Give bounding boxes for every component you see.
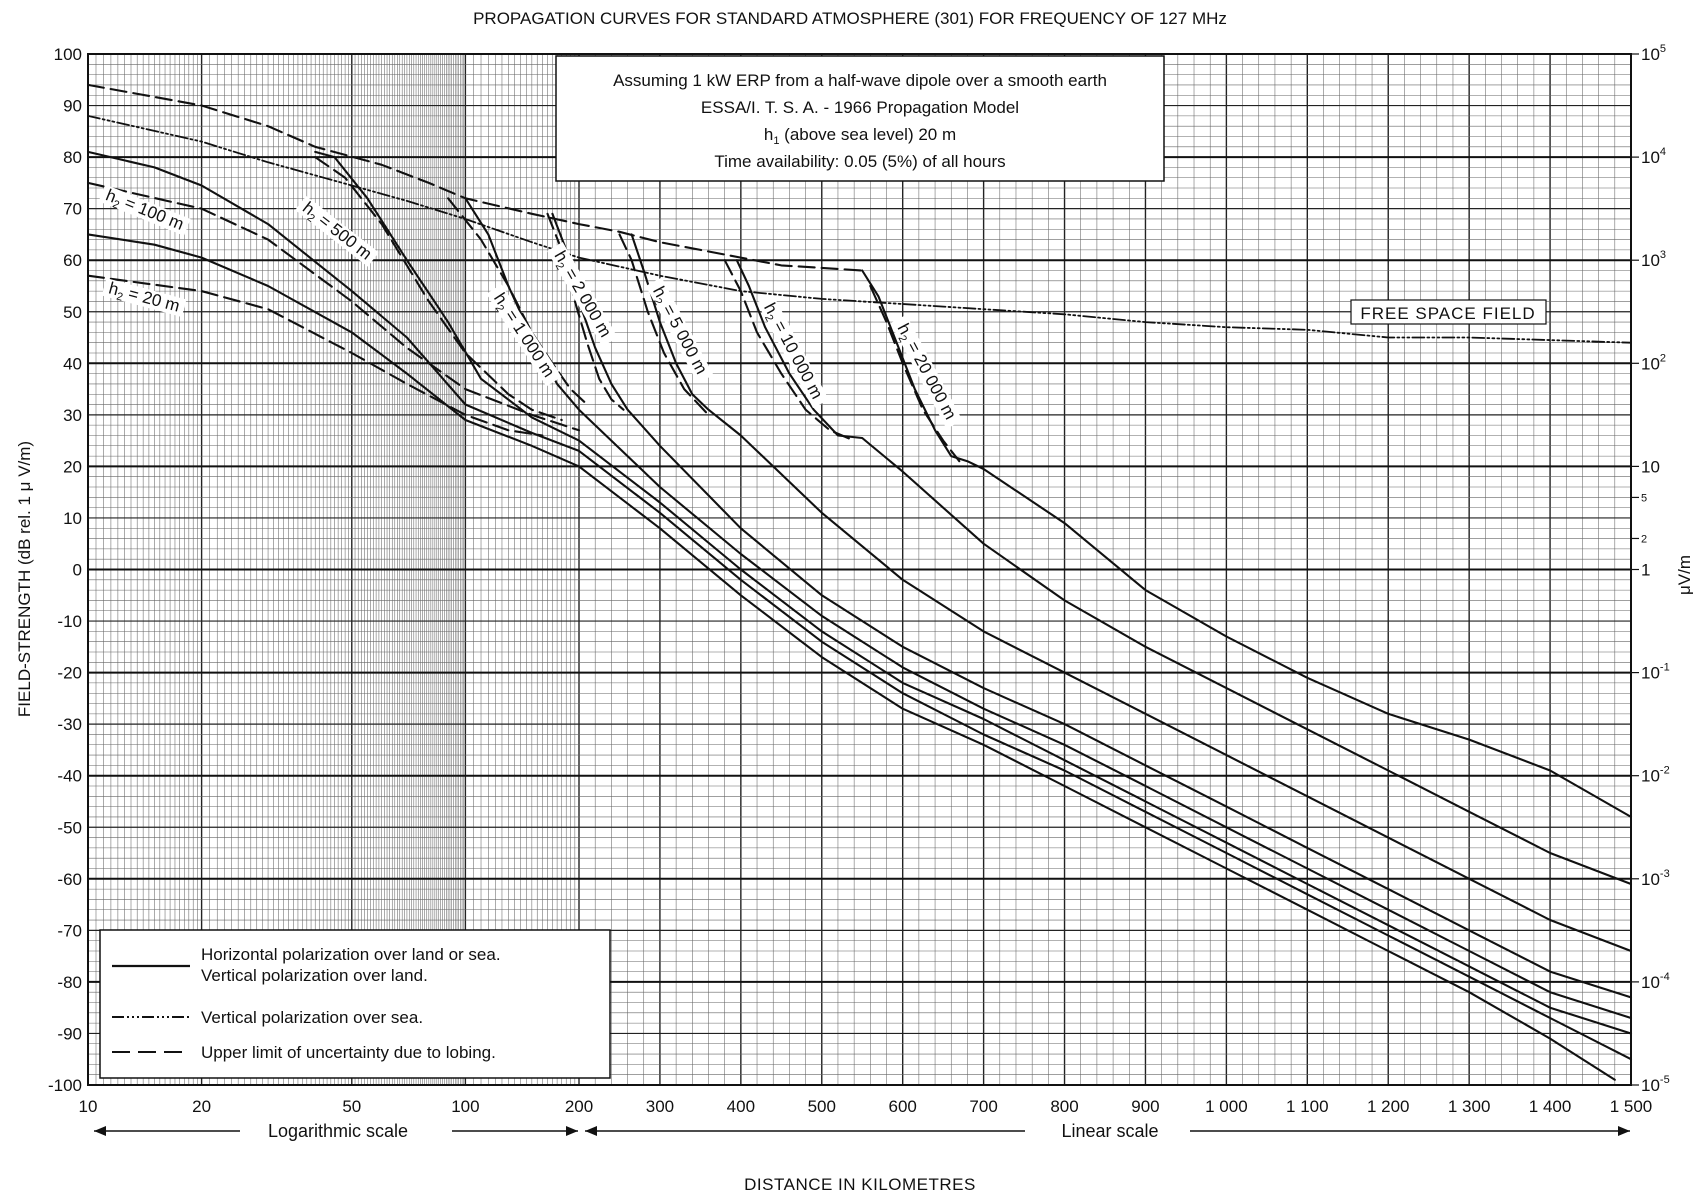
y2-tick-label: 102: [1641, 352, 1666, 373]
legend-solid-line-1: Horizontal polarization over land or sea…: [201, 945, 501, 964]
info-line-3: h1 (above sea level) 20 m: [764, 125, 956, 147]
x-tick-label: 10: [79, 1097, 98, 1116]
chart-title: PROPAGATION CURVES FOR STANDARD ATMOSPHE…: [473, 9, 1227, 28]
series-dashed-line: [618, 233, 710, 416]
y2-axis-label: μV/m: [1675, 555, 1694, 595]
info-line-4: Time availability: 0.05 (5%) of all hour…: [714, 152, 1005, 171]
y2-tick-label: 5: [1641, 492, 1647, 504]
legend-solid-line-2: Vertical polarization over land.: [201, 966, 428, 985]
chart-axes: 1009080706050403020100-10-20-30-40-50-60…: [48, 43, 1670, 1116]
y2-tick-label: 10-4: [1641, 971, 1670, 992]
x-tick-label: 50: [342, 1097, 361, 1116]
svg-text:h2 = 20 m: h2 = 20 m: [106, 278, 182, 318]
y-tick-label: 80: [63, 148, 82, 167]
y-tick-label: 100: [54, 45, 82, 64]
y-tick-label: -70: [57, 921, 82, 940]
svg-text:h2 = 20 000 m: h2 = 20 000 m: [891, 320, 960, 424]
series-dashed-line: [869, 284, 961, 463]
legend: Horizontal polarization over land or sea…: [99, 929, 611, 1079]
info-line-1: Assuming 1 kW ERP from a half-wave dipol…: [613, 71, 1107, 90]
series-dashed-line: [447, 197, 589, 406]
series-solid-line: [314, 150, 1633, 1035]
info-line-3-sub: 1: [773, 135, 779, 147]
y2-tick-label: 104: [1641, 146, 1666, 167]
curve-label: h2 = 10 000 m: [756, 294, 829, 409]
x-tick-label: 100: [451, 1097, 479, 1116]
x-tick-label: 1 500: [1610, 1097, 1653, 1116]
y-tick-label: -60: [57, 870, 82, 889]
series-solid-line: [86, 233, 1616, 1081]
x-tick-label: 200: [565, 1097, 593, 1116]
x-tick-label: 700: [969, 1097, 997, 1116]
y-tick-label: 40: [63, 354, 82, 373]
y-axis-label: FIELD-STRENGTH (dB rel. 1 μ V/m): [15, 441, 34, 717]
scale-indicators: Logarithmic scale Linear scale: [94, 1121, 1630, 1141]
x-axis-label: DISTANCE IN KILOMETRES: [744, 1175, 976, 1194]
info-line-2: ESSA/I. T. S. A. - 1966 Propagation Mode…: [701, 98, 1019, 117]
y-tick-label: 20: [63, 457, 82, 476]
x-tick-label: 500: [808, 1097, 836, 1116]
y-tick-label: -80: [57, 973, 82, 992]
y-tick-label: -40: [57, 767, 82, 786]
x-tick-label: 1 200: [1367, 1097, 1410, 1116]
x-tick-label: 1 300: [1448, 1097, 1491, 1116]
y-tick-label: 0: [73, 561, 82, 580]
y-tick-label: 50: [63, 303, 82, 322]
series-dashed-line: [86, 181, 581, 432]
series-dashed-line: [86, 83, 864, 272]
linear-scale-label: Linear scale: [1061, 1121, 1158, 1141]
x-tick-label: 400: [727, 1097, 755, 1116]
series-solid-line: [861, 269, 1633, 818]
y2-tick-label: 10-2: [1641, 765, 1670, 786]
series-solid-line: [86, 150, 1633, 1061]
y-tick-label: -30: [57, 715, 82, 734]
chart-grid: [87, 53, 1632, 1086]
curve-label: h2 = 100 m: [98, 184, 191, 236]
x-tick-label: 800: [1050, 1097, 1078, 1116]
y-tick-label: 30: [63, 406, 82, 425]
series-solid-line: [551, 212, 1633, 999]
y-tick-label: 90: [63, 97, 82, 116]
y2-tick-label: 10-5: [1641, 1074, 1670, 1095]
y2-tick-label: 103: [1641, 249, 1666, 270]
y2-tick-label: 1: [1641, 561, 1650, 580]
info-line-3-text: (above sea level) 20 m: [779, 125, 956, 144]
x-tick-label: 20: [192, 1097, 211, 1116]
series-solid-line: [735, 259, 1633, 886]
svg-text:h2 = 100 m: h2 = 100 m: [102, 185, 186, 236]
y-tick-label: -90: [57, 1024, 82, 1043]
x-tick-label: 900: [1131, 1097, 1159, 1116]
x-tick-label: 600: [889, 1097, 917, 1116]
y-tick-label: -10: [57, 612, 82, 631]
y-tick-label: 60: [63, 251, 82, 270]
series-dashdot-line: [87, 115, 1632, 344]
info-line-3-h: h: [764, 125, 773, 144]
legend-dashed-label: Upper limit of uncertainty due to lobing…: [201, 1043, 496, 1062]
svg-text:h2 = 2 000 m: h2 = 2 000 m: [548, 248, 615, 342]
y-tick-label: -20: [57, 664, 82, 683]
series-dashed-line: [86, 274, 544, 437]
log-scale-label: Logarithmic scale: [268, 1121, 408, 1141]
x-tick-label: 1 000: [1205, 1097, 1248, 1116]
y2-tick-label: 105: [1641, 43, 1666, 64]
y2-tick-label: 10-3: [1641, 868, 1670, 889]
y2-tick-label: 10: [1641, 457, 1660, 476]
chart-curves: [86, 83, 1633, 1081]
y-tick-label: 10: [63, 509, 82, 528]
info-box: Assuming 1 kW ERP from a half-wave dipol…: [555, 55, 1165, 182]
free-space-label: FREE SPACE FIELD: [1350, 299, 1547, 325]
y-tick-label: -100: [48, 1076, 82, 1095]
free-space-text: FREE SPACE FIELD: [1360, 304, 1535, 323]
y2-tick-label: 2: [1641, 533, 1647, 545]
x-tick-label: 300: [646, 1097, 674, 1116]
svg-text:h2 = 1 000 m: h2 = 1 000 m: [488, 289, 559, 382]
series-solid-line: [630, 233, 1633, 953]
y2-tick-label: 10-1: [1641, 662, 1670, 683]
y-tick-label: 70: [63, 200, 82, 219]
x-tick-label: 1 100: [1286, 1097, 1329, 1116]
y-tick-label: -50: [57, 818, 82, 837]
x-tick-label: 1 400: [1529, 1097, 1572, 1116]
legend-dashdot-label: Vertical polarization over sea.: [201, 1008, 423, 1027]
